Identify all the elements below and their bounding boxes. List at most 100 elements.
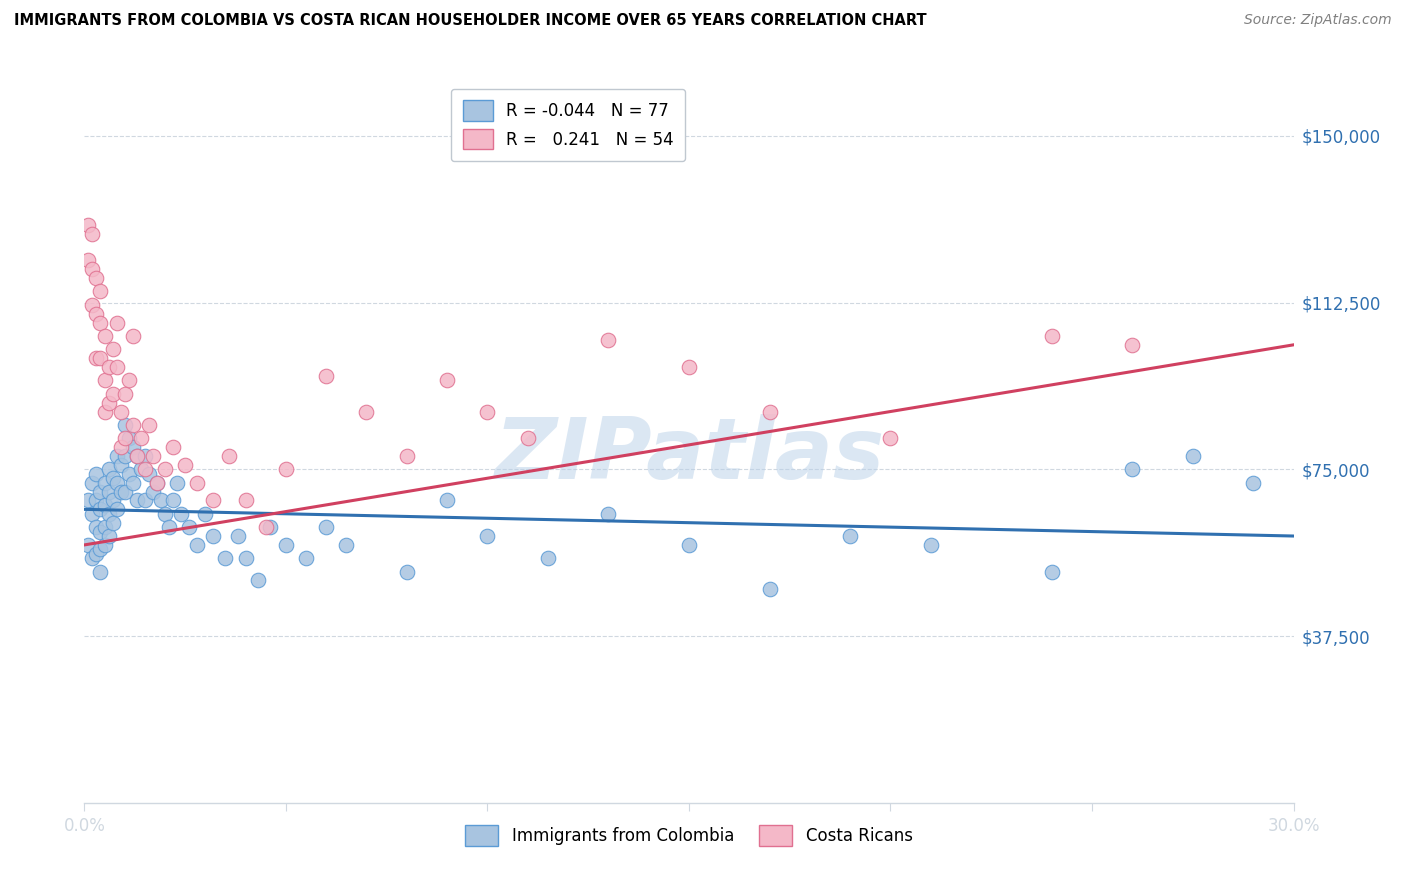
Text: ZIPatlas: ZIPatlas: [494, 415, 884, 498]
Point: [235, 493, 257, 508]
Point: [254, 520, 277, 534]
Point: [142, 484, 165, 499]
Point: [598, 334, 620, 348]
Point: [162, 440, 184, 454]
Point: [101, 343, 124, 357]
Point: [214, 551, 236, 566]
Point: [110, 458, 132, 472]
Point: [93, 498, 115, 512]
Point: [218, 449, 240, 463]
Point: [1121, 338, 1143, 352]
Point: [758, 582, 780, 597]
Point: [1181, 449, 1204, 463]
Point: [758, 404, 780, 418]
Text: IMMIGRANTS FROM COLOMBIA VS COSTA RICAN HOUSEHOLDER INCOME OVER 65 YEARS CORRELA: IMMIGRANTS FROM COLOMBIA VS COSTA RICAN …: [14, 13, 927, 29]
Point: [86, 271, 108, 285]
Point: [105, 502, 128, 516]
Point: [89, 484, 111, 499]
Point: [1040, 329, 1063, 343]
Point: [82, 507, 104, 521]
Point: [436, 373, 458, 387]
Point: [105, 316, 128, 330]
Point: [436, 493, 458, 508]
Point: [86, 547, 108, 561]
Point: [101, 386, 124, 401]
Point: [678, 360, 700, 375]
Point: [121, 440, 143, 454]
Point: [118, 467, 141, 481]
Point: [89, 351, 111, 366]
Point: [125, 449, 148, 463]
Point: [274, 538, 297, 552]
Point: [274, 462, 297, 476]
Point: [146, 475, 169, 490]
Text: Source: ZipAtlas.com: Source: ZipAtlas.com: [1244, 13, 1392, 28]
Point: [202, 529, 225, 543]
Point: [315, 368, 337, 383]
Point: [202, 493, 225, 508]
Point: [125, 493, 148, 508]
Point: [129, 462, 152, 476]
Point: [1121, 462, 1143, 476]
Point: [114, 431, 136, 445]
Point: [121, 417, 143, 432]
Point: [77, 493, 100, 508]
Point: [477, 529, 499, 543]
Point: [166, 475, 188, 490]
Point: [82, 227, 104, 241]
Point: [678, 538, 700, 552]
Point: [114, 386, 136, 401]
Point: [114, 484, 136, 499]
Point: [110, 484, 132, 499]
Point: [335, 538, 357, 552]
Point: [86, 351, 108, 366]
Point: [138, 467, 160, 481]
Point: [86, 493, 108, 508]
Point: [315, 520, 337, 534]
Point: [516, 431, 538, 445]
Point: [537, 551, 560, 566]
Point: [920, 538, 942, 552]
Point: [97, 529, 120, 543]
Point: [93, 475, 115, 490]
Point: [110, 404, 132, 418]
Point: [93, 329, 115, 343]
Point: [170, 507, 193, 521]
Point: [86, 520, 108, 534]
Point: [598, 507, 620, 521]
Point: [186, 475, 208, 490]
Point: [93, 373, 115, 387]
Point: [89, 502, 111, 516]
Point: [186, 538, 208, 552]
Point: [105, 475, 128, 490]
Point: [89, 285, 111, 299]
Point: [114, 417, 136, 432]
Point: [226, 529, 249, 543]
Point: [153, 507, 176, 521]
Point: [77, 253, 100, 268]
Point: [82, 551, 104, 566]
Point: [142, 449, 165, 463]
Point: [89, 524, 111, 539]
Point: [82, 475, 104, 490]
Point: [101, 516, 124, 530]
Point: [1040, 565, 1063, 579]
Point: [93, 520, 115, 534]
Point: [138, 417, 160, 432]
Point: [395, 565, 418, 579]
Point: [82, 262, 104, 277]
Point: [157, 520, 180, 534]
Legend: Immigrants from Colombia, Costa Ricans: Immigrants from Colombia, Costa Ricans: [458, 819, 920, 852]
Point: [86, 467, 108, 481]
Point: [105, 449, 128, 463]
Point: [174, 458, 197, 472]
Point: [246, 574, 269, 588]
Point: [477, 404, 499, 418]
Point: [295, 551, 318, 566]
Point: [101, 471, 124, 485]
Point: [97, 360, 120, 375]
Point: [134, 462, 156, 476]
Point: [153, 462, 176, 476]
Point: [118, 373, 141, 387]
Point: [77, 538, 100, 552]
